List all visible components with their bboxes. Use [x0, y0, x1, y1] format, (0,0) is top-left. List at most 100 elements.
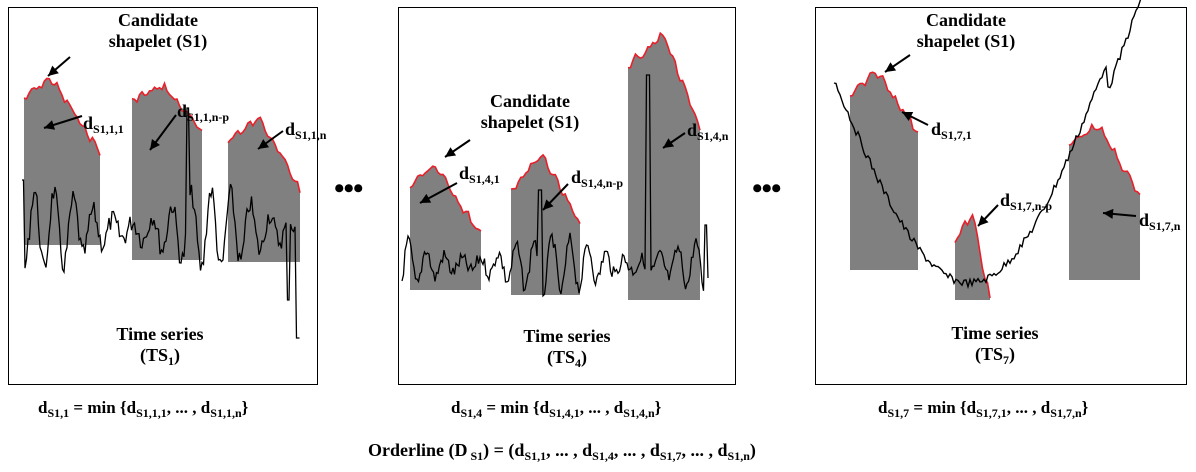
- shapelet-7b-fill: [955, 214, 990, 300]
- ts-label-end: ): [174, 344, 180, 365]
- shapelet-7c-outline: [1068, 122, 1141, 196]
- candidate-label-4: Candidate shapelet (S1): [460, 91, 600, 132]
- distance-sub: S1,7,1: [941, 128, 972, 142]
- distance-label-mid-7: dS1,7,n-p: [1000, 190, 1052, 214]
- d-letter: d: [38, 398, 48, 417]
- arrow-d-first-1-head: [44, 120, 56, 130]
- candidate-label-line1: Candidate: [925, 10, 1006, 30]
- candidate-label-1: Candidate shapelet (S1): [88, 10, 228, 51]
- d-letter: d: [687, 120, 698, 140]
- formula-text: }: [241, 398, 249, 417]
- arrow-d-mid-4-head: [543, 199, 554, 210]
- distance-sub: S1,4,1: [469, 172, 500, 186]
- ts-label-main: (TS: [139, 344, 168, 365]
- arrow-candidate-4-head: [445, 147, 457, 157]
- distance-label-last-4: dS1,4,n: [687, 120, 728, 144]
- formula-ts1: dS1,1 = min {dS1,1,1, ... , dS1,1,n}: [38, 398, 248, 421]
- shapelet-4b-outline: [510, 153, 581, 224]
- distance-sub: S1,1,n: [295, 128, 327, 142]
- arrow-candidate-1-head: [48, 65, 59, 76]
- d-letter: d: [613, 398, 624, 417]
- distance-label-mid-1: dS1,1,n-p: [177, 101, 229, 125]
- formula-sub: S1,7: [887, 406, 910, 420]
- ellipsis-right: •••: [752, 172, 781, 205]
- d-letter: d: [126, 398, 137, 417]
- distance-label-mid-4: dS1,4,n-p: [571, 167, 623, 191]
- time-series-4: [401, 74, 709, 298]
- arrow-d-first-4-head: [420, 193, 432, 203]
- formula-sub: S1,4: [460, 406, 483, 420]
- distance-label-last-1: dS1,1,n: [285, 119, 326, 143]
- d-letter: d: [1000, 190, 1011, 210]
- ts-label-end: ): [581, 346, 587, 367]
- shapelet-1b-fill: [132, 83, 202, 260]
- orderline-sub: S1,7: [659, 449, 682, 463]
- shapelet-7b-outline: [954, 212, 991, 299]
- ts-label-sub: 4: [575, 355, 581, 370]
- distance-label-first-4: dS1,4,1: [459, 163, 500, 187]
- distance-label-last-7: dS1,7,n: [1139, 210, 1180, 234]
- d-letter: d: [200, 398, 211, 417]
- shapelet-4a-outline: [409, 165, 482, 232]
- distance-sub: S1,1,n-p: [187, 110, 230, 124]
- ts-label-end: ): [1009, 343, 1015, 364]
- candidate-label-7: Candidate shapelet (S1): [896, 10, 1036, 51]
- formula-text: , ... ,: [166, 398, 201, 417]
- shapelet-1a-outline: [23, 77, 101, 156]
- shapelet-1c-fill: [228, 117, 300, 263]
- distance-sub: S1,7,n: [1149, 219, 1181, 233]
- formula-sub: S1,4,n: [623, 406, 655, 420]
- distance-sub: S1,4,n: [697, 129, 729, 143]
- ts-label-1: Time series (TS1): [100, 324, 220, 368]
- ts-label-sub: 1: [168, 353, 174, 368]
- orderline-text: ): [749, 440, 756, 460]
- d-letter: d: [177, 101, 188, 121]
- arrow-d-mid-1-head: [150, 138, 160, 150]
- orderline-text: , ... , d: [681, 440, 728, 460]
- orderline-text: ) = (d: [483, 440, 525, 460]
- formula-text: , ... ,: [1006, 398, 1041, 417]
- distance-sub: S1,7,n-p: [1010, 199, 1053, 213]
- formula-sub: S1,7,1: [976, 406, 1007, 420]
- d-letter: d: [285, 119, 296, 139]
- d-letter: d: [451, 398, 461, 417]
- arrow-candidate-7-head: [885, 62, 897, 72]
- ts-label-main: (TS: [974, 343, 1003, 364]
- ts-label-main: (TS: [546, 346, 575, 367]
- orderline-sub: S1,n: [727, 449, 750, 463]
- d-letter: d: [966, 398, 977, 417]
- distance-label-first-1: dS1,1,1: [83, 113, 124, 137]
- d-letter: d: [571, 167, 582, 187]
- formula-sub: S1,7,n: [1050, 406, 1082, 420]
- distance-sub: S1,4,n-p: [581, 176, 624, 190]
- formula-sub: S1,4,1: [549, 406, 580, 420]
- ts-label-4: Time series (TS4): [507, 326, 627, 370]
- distance-label-first-7: dS1,7,1: [931, 119, 972, 143]
- shapelet-4c-outline: [627, 31, 701, 131]
- arrow-d-last-4-head: [663, 138, 675, 148]
- distance-sub: S1,1,1: [93, 122, 124, 136]
- candidate-label-line1: Candidate: [117, 10, 198, 30]
- candidate-label-line2: shapelet (S1): [916, 30, 1016, 51]
- d-letter: d: [539, 398, 550, 417]
- candidate-label-line2: shapelet (S1): [480, 111, 580, 132]
- d-letter: d: [459, 163, 470, 183]
- time-series-7: [833, 0, 1142, 290]
- formula-text: , ... ,: [579, 398, 614, 417]
- arrow-d-last-7-head: [1103, 208, 1114, 219]
- orderline-sub: S1: [467, 449, 484, 463]
- orderline-text: , ... , d: [546, 440, 593, 460]
- orderline-text: Orderline (D: [368, 440, 468, 460]
- d-letter: d: [1139, 210, 1150, 230]
- arrow-d-mid-7-head: [978, 215, 989, 226]
- d-letter: d: [931, 119, 942, 139]
- ts-label-line1: Time series: [951, 323, 1039, 343]
- formula-text: }: [654, 398, 662, 417]
- ellipsis-left: •••: [334, 172, 363, 205]
- shapelet-1b-outline: [131, 80, 203, 132]
- formula-ts7: dS1,7 = min {dS1,7,1, ... , dS1,7,n}: [878, 398, 1088, 421]
- shapelet-1a-fill: [24, 78, 100, 246]
- ts-label-sub: 7: [1003, 352, 1009, 367]
- formula-sub: S1,1,1: [136, 406, 167, 420]
